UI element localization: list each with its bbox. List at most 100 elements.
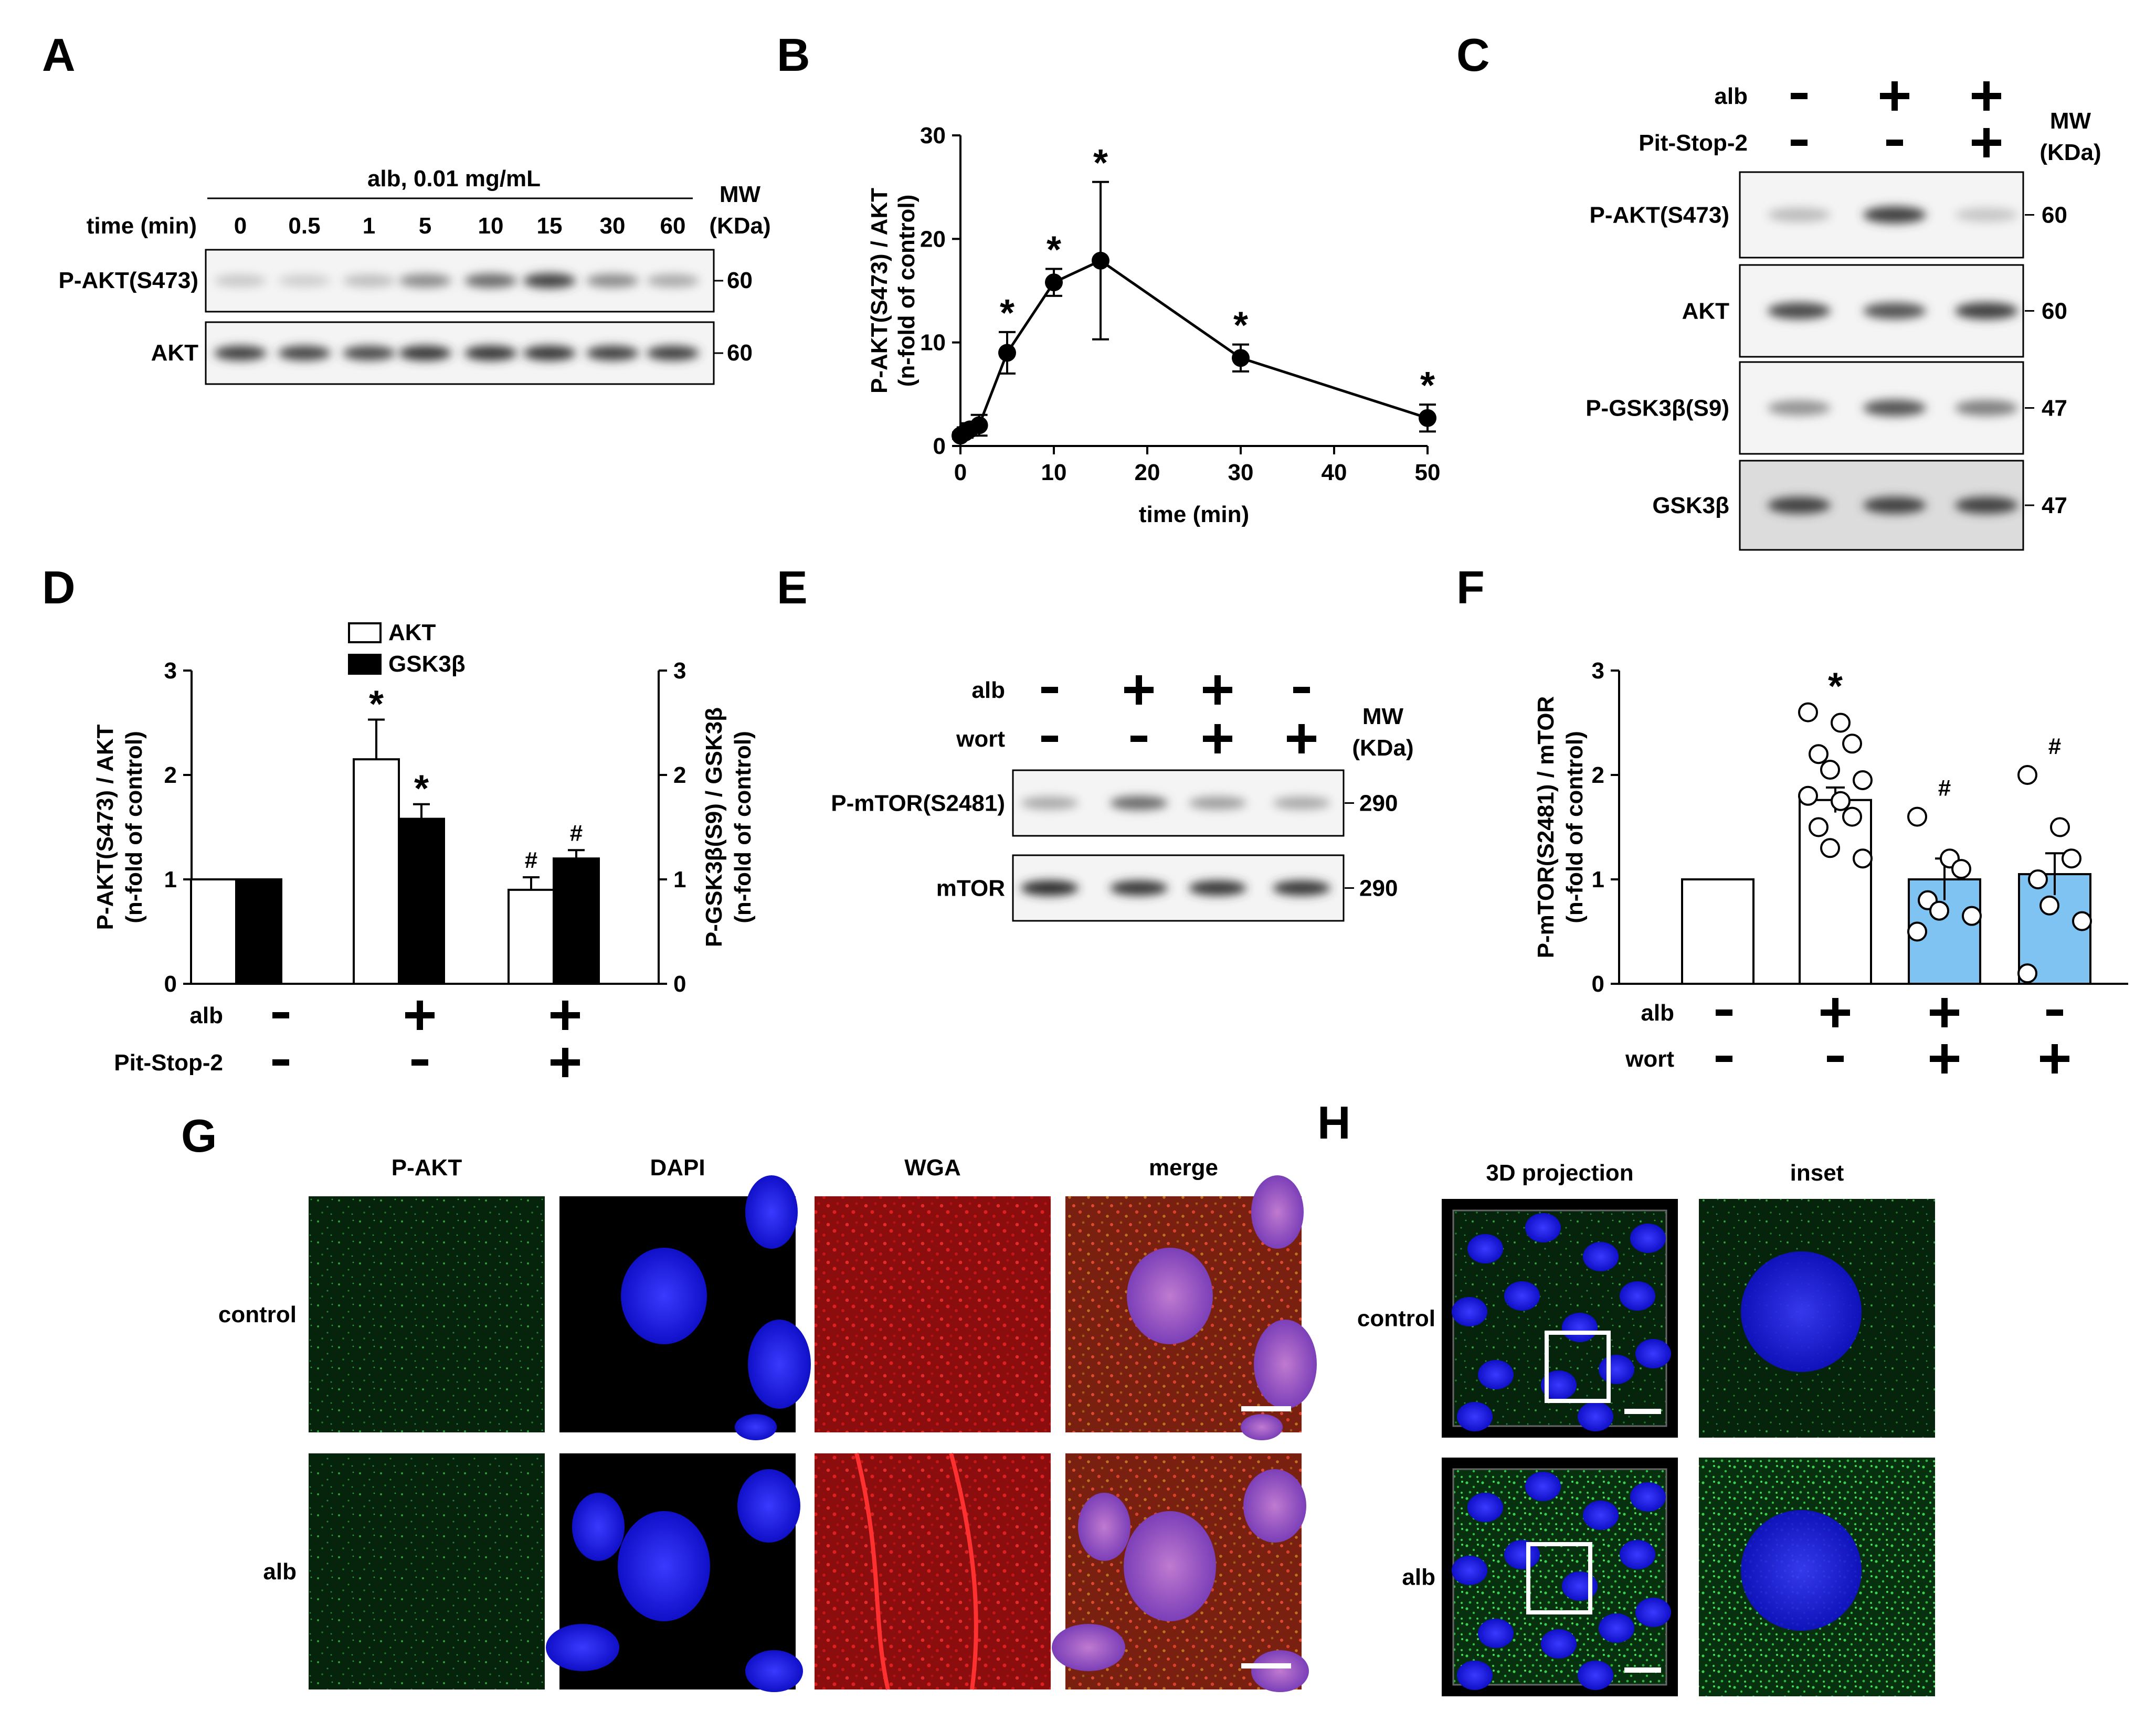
panel-e-mw-label: MW bbox=[1362, 704, 1404, 729]
blot-band bbox=[278, 345, 331, 361]
plus-sign bbox=[1972, 128, 2001, 157]
data-point bbox=[2017, 963, 2037, 984]
nucleus bbox=[618, 1511, 710, 1621]
data-point bbox=[1929, 900, 1949, 921]
bar-gsk3b bbox=[235, 878, 282, 985]
data-point bbox=[1842, 734, 1862, 754]
data-point bbox=[1092, 251, 1109, 270]
blot-row-c bbox=[1739, 460, 2024, 551]
blot-band bbox=[1863, 496, 1926, 514]
blot-row-label: P-mTOR(S2481) bbox=[831, 791, 1005, 816]
minus-sign bbox=[1827, 1056, 1844, 1062]
blot-band bbox=[214, 274, 267, 287]
minus-sign bbox=[272, 1012, 289, 1018]
y-tick-label: 1 bbox=[164, 867, 177, 892]
minus-sign bbox=[1130, 736, 1147, 742]
panel-letter-h: H bbox=[1317, 1097, 1351, 1149]
nucleus bbox=[621, 1248, 707, 1344]
projection-3d-image bbox=[1442, 1458, 1678, 1696]
inset-box bbox=[1526, 1542, 1592, 1614]
blot-row-label: P-AKT(S473) bbox=[59, 268, 199, 293]
inset-image bbox=[1699, 1199, 1935, 1438]
panel-e-mw-unit: (KDa) bbox=[1352, 735, 1413, 761]
blot-band bbox=[1863, 302, 1926, 320]
blot-band bbox=[1955, 302, 2018, 320]
blot-band bbox=[1863, 399, 1926, 417]
nucleus bbox=[1583, 1242, 1619, 1271]
nucleus bbox=[546, 1624, 619, 1671]
blot-band bbox=[464, 345, 517, 361]
data-point bbox=[2072, 911, 2092, 931]
nucleus bbox=[1452, 1297, 1487, 1326]
time-point-label: 30 bbox=[600, 213, 626, 239]
data-point bbox=[2062, 848, 2081, 869]
significance-mark: # bbox=[570, 820, 583, 846]
nucleus bbox=[1620, 1540, 1655, 1569]
time-point-label: 60 bbox=[660, 213, 686, 239]
significance-star: * bbox=[1047, 229, 1061, 271]
significance-star: * bbox=[1093, 142, 1108, 184]
minus-sign bbox=[1791, 93, 1808, 99]
mtor-scatter-bar-chart: 0 1 2 3 P-mTOR(S2481) / mTOR (n-fold of contr… bbox=[1533, 658, 2128, 997]
blot-band bbox=[1768, 207, 1831, 222]
significance-mark: * bbox=[414, 768, 429, 810]
data-point bbox=[1907, 806, 1927, 827]
wga-image bbox=[815, 1452, 1051, 1690]
nucleus bbox=[1467, 1493, 1503, 1522]
time-point-label: 5 bbox=[419, 213, 431, 239]
panel-g: G P-AKT DAPI WGA merge control alb bbox=[181, 1110, 1317, 1692]
panel-letter-b: B bbox=[777, 29, 810, 81]
nucleus bbox=[737, 1469, 800, 1543]
panel-f: F 0 1 2 3 P-mTOR(S2481) / mTOR (n-fold of con… bbox=[1456, 561, 2128, 1074]
minus-sign bbox=[1041, 736, 1058, 742]
bar-gsk3b bbox=[398, 817, 445, 985]
image-column-header: merge bbox=[1149, 1155, 1218, 1181]
dapi-image bbox=[559, 1175, 811, 1440]
blot-band bbox=[1189, 880, 1246, 896]
significance-mark: # bbox=[525, 847, 537, 873]
image-row-label: control bbox=[1357, 1306, 1435, 1332]
nucleus bbox=[1452, 1556, 1487, 1585]
blot-row-label: mTOR bbox=[936, 876, 1005, 901]
akt-blot bbox=[205, 321, 715, 385]
nucleus bbox=[1635, 1339, 1671, 1368]
nucleus bbox=[745, 1650, 803, 1692]
significance-star: * bbox=[1233, 305, 1248, 347]
bar-gsk3b bbox=[553, 857, 600, 985]
blot-band bbox=[1768, 400, 1831, 416]
panel-a-time-label: time (min) bbox=[87, 213, 197, 239]
nucleus bbox=[1741, 1510, 1862, 1631]
image-row-label: control bbox=[218, 1302, 297, 1327]
panel-letter-g: G bbox=[181, 1110, 217, 1162]
minus-sign bbox=[411, 1059, 428, 1066]
condition-label: wort bbox=[1625, 1046, 1674, 1072]
nucleus bbox=[1583, 1501, 1619, 1530]
blot-band bbox=[1110, 880, 1168, 896]
minus-sign bbox=[1716, 1009, 1732, 1016]
plus-sign bbox=[405, 1001, 435, 1030]
nucleus bbox=[1467, 1234, 1503, 1263]
minus-sign bbox=[1886, 140, 1903, 146]
panel-letter-e: E bbox=[777, 561, 808, 613]
image-row-label: alb bbox=[263, 1559, 297, 1585]
mw-value: 290 bbox=[1359, 791, 1398, 816]
panel-letter-a: A bbox=[42, 29, 76, 81]
y-tick-label: 1 bbox=[1592, 867, 1604, 892]
image-row-label: alb bbox=[1402, 1565, 1435, 1590]
scale-bar bbox=[1624, 1667, 1661, 1673]
y-tick-label: 2 bbox=[1592, 762, 1604, 788]
p-akt-blot bbox=[205, 249, 715, 313]
condition-label: Pit-Stop-2 bbox=[114, 1050, 223, 1076]
nucleus bbox=[1078, 1493, 1130, 1561]
y-tick-label-right: 2 bbox=[673, 762, 686, 788]
legend-swatch-akt bbox=[348, 622, 382, 643]
nucleus bbox=[1630, 1224, 1666, 1253]
image-column-header: inset bbox=[1790, 1160, 1844, 1186]
nucleus bbox=[1478, 1360, 1514, 1389]
blot-band bbox=[523, 273, 576, 289]
nucleus bbox=[1241, 1414, 1283, 1440]
series-line bbox=[959, 259, 1428, 437]
nucleus bbox=[1562, 1313, 1598, 1342]
merge-image bbox=[1065, 1175, 1317, 1440]
blot-band bbox=[1768, 496, 1831, 514]
